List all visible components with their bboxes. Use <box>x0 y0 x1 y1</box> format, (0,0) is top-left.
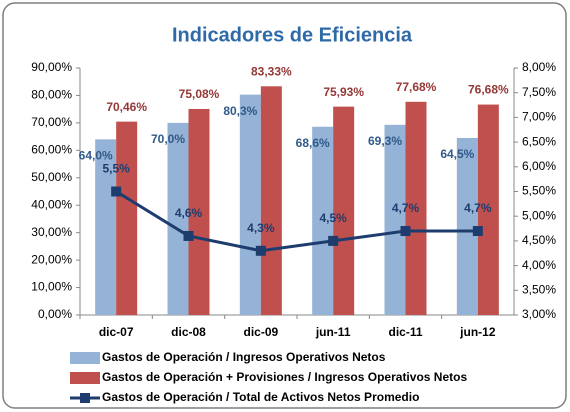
bar <box>312 126 334 315</box>
y2-tick-label: 3,50% <box>522 282 556 296</box>
data-label: 69,3% <box>368 134 402 148</box>
y-tick-label: 60,00% <box>31 143 72 157</box>
data-label: 77,68% <box>396 80 437 94</box>
y-tick-label: 90,00% <box>31 60 72 74</box>
bar <box>384 124 406 315</box>
bar <box>456 137 478 315</box>
data-label: 4,5% <box>319 211 347 225</box>
y-tick-label: 30,00% <box>31 225 72 239</box>
y-tick-label: 0,00% <box>38 307 72 321</box>
bar <box>477 104 499 315</box>
legend-key <box>70 352 100 364</box>
data-label: 70,46% <box>106 100 147 114</box>
x-tick-label: dic-11 <box>388 325 422 339</box>
legend-key <box>70 372 100 384</box>
y-tick-label: 50,00% <box>31 170 72 184</box>
data-label: 70,0% <box>151 132 185 146</box>
data-label: 4,3% <box>247 221 275 235</box>
y-tick-label: 10,00% <box>31 280 72 294</box>
y2-tick-label: 7,00% <box>522 110 556 124</box>
bar <box>333 106 355 315</box>
data-label: 76,68% <box>468 83 509 97</box>
legend-label: Gastos de Operación / Total de Activos N… <box>102 390 419 404</box>
line-marker <box>255 245 266 256</box>
data-label: 83,33% <box>251 64 292 78</box>
bar <box>188 108 210 315</box>
line-marker <box>111 186 122 197</box>
legend-label: Gastos de Operación + Provisiones / Ingr… <box>102 370 467 384</box>
bar <box>260 86 282 315</box>
data-label: 4,6% <box>175 206 203 220</box>
y2-tick-label: 4,00% <box>522 258 556 272</box>
bar <box>95 139 117 315</box>
y2-tick-label: 8,00% <box>522 60 556 74</box>
y2-tick-label: 6,00% <box>522 159 556 173</box>
y-tick-label: 70,00% <box>31 115 72 129</box>
y2-tick-label: 5,50% <box>522 184 556 198</box>
chart-title: Indicadores de Eficiencia <box>172 24 413 46</box>
y-tick-label: 40,00% <box>31 197 72 211</box>
data-label: 80,3% <box>223 104 257 118</box>
x-tick-label: dic-08 <box>171 325 206 339</box>
bar <box>116 121 138 316</box>
data-label: 75,08% <box>179 87 220 101</box>
data-label: 4,7% <box>464 201 492 215</box>
bar <box>405 101 427 315</box>
y2-tick-label: 7,50% <box>522 85 556 99</box>
x-tick-label: dic-09 <box>243 325 278 339</box>
legend-key <box>80 393 90 403</box>
y2-tick-label: 3,00% <box>522 307 556 321</box>
data-label: 68,6% <box>296 136 330 150</box>
data-label: 64,0% <box>79 149 113 163</box>
bar <box>239 94 261 315</box>
legend-label: Gastos de Operación / Ingresos Operativo… <box>102 350 386 364</box>
data-label: 75,93% <box>323 85 364 99</box>
y-tick-label: 20,00% <box>31 252 72 266</box>
y2-tick-label: 6,50% <box>522 134 556 148</box>
line-marker <box>472 226 483 237</box>
line-marker <box>328 235 339 246</box>
data-label: 64,5% <box>440 147 474 161</box>
y2-tick-label: 5,00% <box>522 208 556 222</box>
data-label: 4,7% <box>392 201 420 215</box>
y-tick-label: 80,00% <box>31 88 72 102</box>
x-tick-label: jun-11 <box>315 325 351 339</box>
data-label: 5,5% <box>102 162 130 176</box>
x-tick-label: dic-07 <box>99 325 134 339</box>
bar <box>167 122 189 315</box>
x-tick-label: jun-12 <box>459 325 496 339</box>
line <box>115 190 478 253</box>
line-marker <box>400 226 411 237</box>
line-marker <box>183 230 194 241</box>
y2-tick-label: 4,50% <box>522 233 556 247</box>
